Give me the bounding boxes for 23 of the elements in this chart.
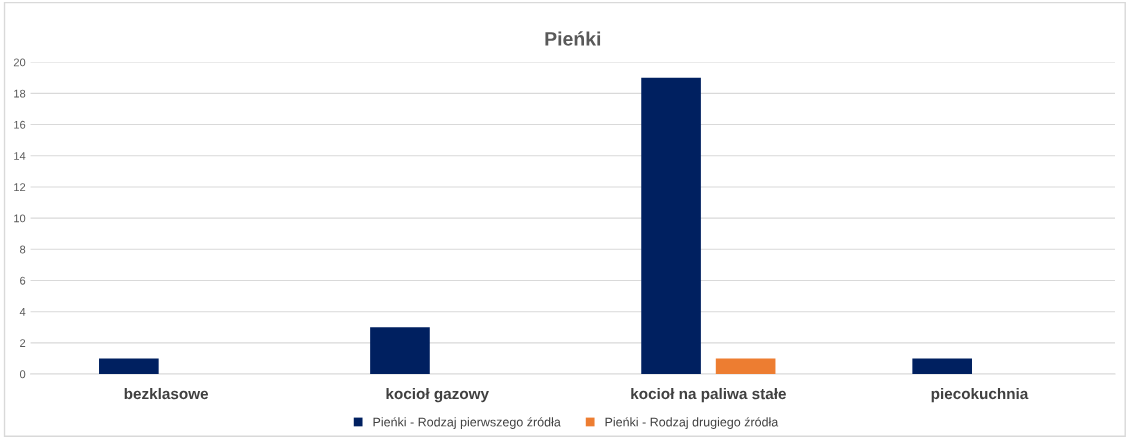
bar xyxy=(99,358,159,375)
y-tick-label: 18 xyxy=(14,89,26,98)
y-tick-label: 12 xyxy=(14,183,26,191)
x-tick-label: kocioł na paliwa stałe xyxy=(631,387,786,403)
bar xyxy=(715,358,776,375)
x-tick-label: kocioł gazowy xyxy=(386,387,489,403)
legend-label: Pieńki - Rodzaj drugiego źródła xyxy=(605,417,779,429)
bar xyxy=(370,327,430,375)
y-tick-label: 14 xyxy=(14,152,26,160)
y-tick-label: 2 xyxy=(20,339,26,347)
y-tick-label: 16 xyxy=(14,120,26,129)
y-tick-label: 10 xyxy=(14,214,26,223)
x-tick-label: piecokuchnia xyxy=(931,387,1029,403)
x-tick-label: bezklasowe xyxy=(124,387,209,400)
y-tick-label: 20 xyxy=(13,58,26,67)
bar xyxy=(641,77,701,375)
chart-title: Pieńki xyxy=(545,31,601,46)
y-tick-label: 8 xyxy=(20,245,26,254)
legend-label: Pieńki - Rodzaj pierwszego źródła xyxy=(373,417,561,429)
y-tick-label: 0 xyxy=(19,370,26,379)
bar xyxy=(912,358,973,375)
y-tick-label: 6 xyxy=(20,276,26,285)
y-tick-label: 4 xyxy=(19,308,26,316)
